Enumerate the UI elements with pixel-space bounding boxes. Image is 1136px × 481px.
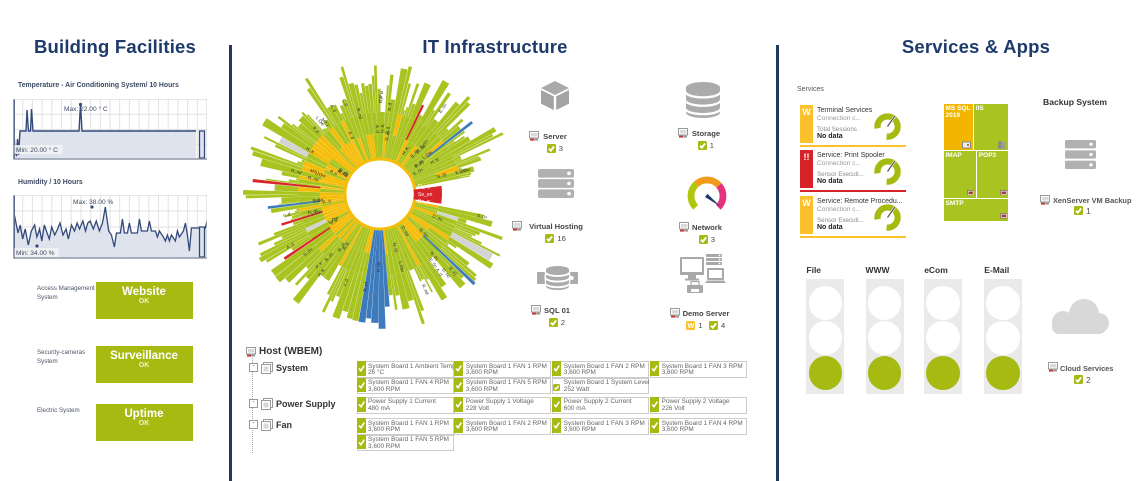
svg-text:N..0): N..0)	[436, 172, 447, 180]
svg-text:Be_e:: Be_e:	[418, 199, 431, 205]
svg-text:R.,e): R.,e)	[337, 241, 347, 252]
svg-text:A..d: A..d	[322, 198, 331, 204]
svg-text:A..d: A..d	[384, 126, 390, 135]
svg-text:P..e: P..e	[330, 217, 339, 226]
svg-text:R..nd: R..nd	[421, 283, 430, 295]
svg-text:R.,e): R.,e)	[338, 167, 349, 176]
svg-text:R..nd: R..nd	[415, 143, 426, 155]
svg-text:N..0): N..0)	[392, 242, 399, 253]
svg-text:R.,e): R.,e)	[362, 281, 368, 292]
svg-text:D..no: D..no	[441, 267, 452, 279]
svg-text:E..0=: E..0=	[413, 158, 425, 169]
svg-text:R..nd: R..nd	[356, 108, 364, 120]
svg-text:Max: 38.00 %: Max: 38.00 %	[73, 199, 113, 206]
svg-text:E..0=: E..0=	[438, 102, 449, 114]
svg-text:L.Ow: L.Ow	[311, 208, 323, 216]
svg-text:L.Ow: L.Ow	[398, 261, 406, 273]
svg-text:E..0=: E..0=	[418, 227, 429, 238]
svg-text:A..d: A..d	[286, 241, 296, 250]
svg-text:R..e): R..e)	[379, 91, 384, 101]
svg-text:P..e: P..e	[329, 169, 338, 177]
svg-text:M7.): M7.)	[320, 117, 330, 128]
svg-text:H..K.: H..K.	[317, 267, 327, 278]
svg-text:R..nd: R..nd	[308, 175, 320, 182]
svg-text:E..0=: E..0=	[409, 147, 420, 159]
svg-text:E..0=: E..0=	[455, 168, 467, 176]
svg-text:H..K.: H..K.	[305, 146, 316, 155]
svg-text:H..K.: H..K.	[380, 123, 386, 133]
svg-text:R..nd: R..nd	[337, 169, 349, 179]
svg-text:A..d: A..d	[341, 241, 350, 251]
svg-text:P..e: P..e	[312, 126, 321, 135]
svg-text:S..0=: S..0=	[302, 246, 314, 257]
svg-text:M7.): M7.)	[309, 168, 320, 176]
svg-text:Se_en: Se_en	[418, 192, 433, 198]
svg-text:N..0): N..0)	[429, 251, 439, 262]
svg-text:R..e): R..e)	[448, 266, 459, 277]
svg-text:P..e: P..e	[315, 260, 324, 269]
svg-text:D..no: D..no	[432, 213, 444, 222]
svg-text:Max: 22.00 ° C: Max: 22.00 ° C	[64, 105, 108, 113]
svg-text:L.Ow: L.Ow	[327, 214, 339, 224]
svg-text:L.Ow: L.Ow	[315, 115, 326, 127]
svg-text:R..e): R..e)	[337, 168, 348, 177]
svg-text:L.Ow: L.Ow	[459, 167, 471, 175]
svg-text:R..nd: R..nd	[291, 168, 303, 176]
svg-text:H..K.: H..K.	[430, 156, 441, 165]
svg-text:Min: 20.00 ° C: Min: 20.00 ° C	[16, 146, 58, 154]
svg-text:A..d: A..d	[378, 95, 383, 104]
svg-text:R.,e): R.,e)	[414, 159, 425, 169]
svg-text:H..K.: H..K.	[401, 145, 411, 156]
svg-text:R..e): R..e)	[307, 208, 318, 216]
svg-text:A..d: A..d	[375, 125, 380, 134]
svg-text:c..d: c..d	[342, 278, 349, 287]
svg-text:D..no: D..no	[376, 261, 381, 272]
svg-text:A..d: A..d	[387, 102, 393, 111]
svg-text:R..e): R..e)	[384, 130, 391, 141]
svg-text:E..0=: E..0=	[412, 167, 424, 177]
svg-text:c..d: c..d	[342, 98, 349, 107]
svg-text:S..0=: S..0=	[418, 138, 429, 149]
svg-text:D_e): D_e)	[418, 184, 430, 190]
svg-text:M7.): M7.)	[314, 197, 324, 203]
svg-text:E..0=: E..0=	[312, 197, 324, 203]
svg-text:E..0=: E..0=	[428, 257, 439, 269]
svg-text:R..e): R..e)	[324, 251, 334, 262]
svg-text:D..no: D..no	[400, 225, 410, 237]
svg-text:L.Ow: L.Ow	[315, 171, 327, 179]
svg-text:L.Ow: L.Ow	[421, 149, 433, 160]
svg-text:Min: 34.00 %: Min: 34.00 %	[16, 250, 55, 257]
svg-text:c..d: c..d	[283, 211, 292, 218]
svg-text:A..d: A..d	[435, 267, 444, 277]
svg-text:A..d: A..d	[347, 131, 355, 141]
svg-text:A..d: A..d	[329, 104, 337, 114]
svg-text:S..0=: S..0=	[477, 213, 489, 220]
